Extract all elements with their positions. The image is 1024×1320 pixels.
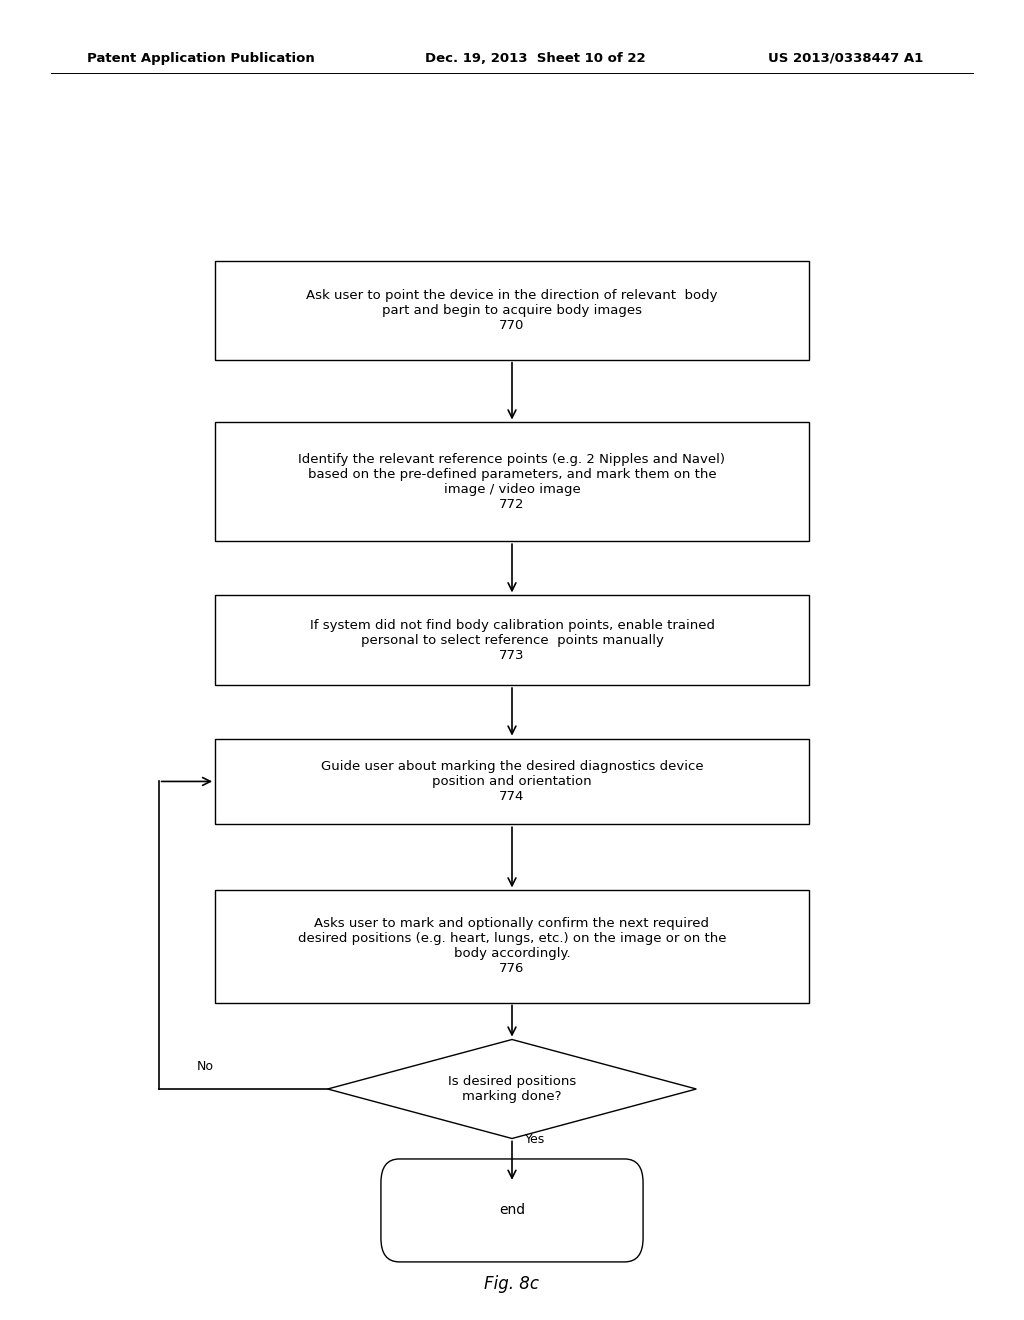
FancyBboxPatch shape bbox=[215, 261, 809, 359]
FancyBboxPatch shape bbox=[381, 1159, 643, 1262]
Polygon shape bbox=[328, 1040, 696, 1138]
FancyBboxPatch shape bbox=[215, 595, 809, 685]
Text: No: No bbox=[197, 1060, 213, 1073]
Text: US 2013/0338447 A1: US 2013/0338447 A1 bbox=[768, 51, 924, 65]
Text: Identify the relevant reference points (e.g. 2 Nipples and Navel)
based on the p: Identify the relevant reference points (… bbox=[299, 453, 725, 511]
Text: end: end bbox=[499, 1204, 525, 1217]
Text: Yes: Yes bbox=[525, 1133, 546, 1146]
FancyBboxPatch shape bbox=[215, 739, 809, 824]
Text: Is desired positions
marking done?: Is desired positions marking done? bbox=[447, 1074, 577, 1104]
FancyBboxPatch shape bbox=[215, 422, 809, 541]
FancyBboxPatch shape bbox=[215, 891, 809, 1003]
Text: Fig. 8c: Fig. 8c bbox=[484, 1275, 540, 1294]
Text: Dec. 19, 2013  Sheet 10 of 22: Dec. 19, 2013 Sheet 10 of 22 bbox=[425, 51, 645, 65]
Text: Guide user about marking the desired diagnostics device
position and orientation: Guide user about marking the desired dia… bbox=[321, 760, 703, 803]
Text: Patent Application Publication: Patent Application Publication bbox=[87, 51, 314, 65]
Text: If system did not find body calibration points, enable trained
personal to selec: If system did not find body calibration … bbox=[309, 619, 715, 661]
Text: Ask user to point the device in the direction of relevant  body
part and begin t: Ask user to point the device in the dire… bbox=[306, 289, 718, 331]
Text: Asks user to mark and optionally confirm the next required
desired positions (e.: Asks user to mark and optionally confirm… bbox=[298, 917, 726, 975]
